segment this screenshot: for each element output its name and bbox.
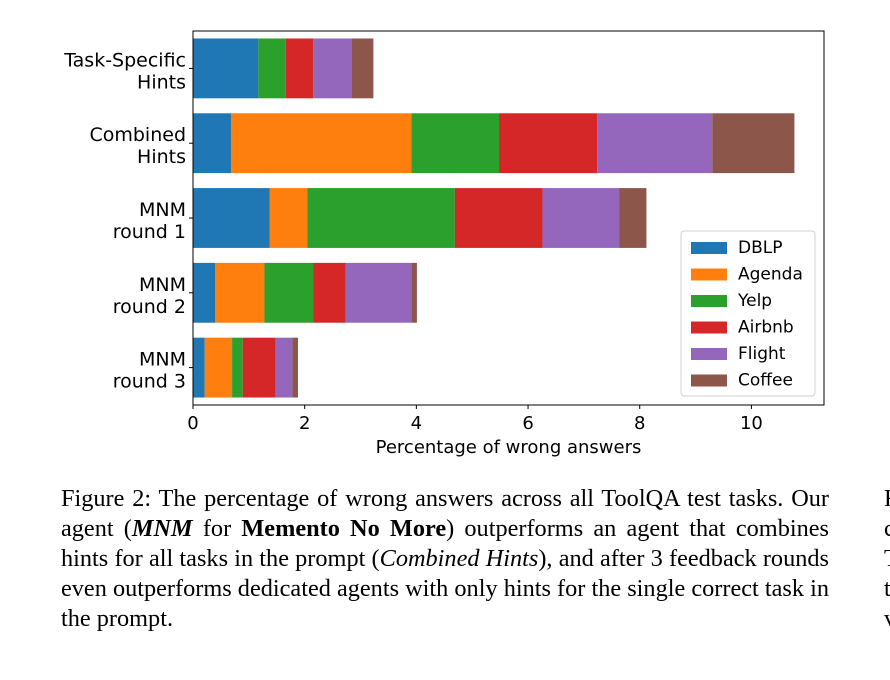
y-tick-label-1: Task-Specific Hints: [63, 49, 186, 93]
bar-flight-2: [597, 113, 713, 174]
x-tick-label-0: 0: [187, 413, 198, 434]
legend-label-yelp: Yelp: [737, 291, 772, 311]
bar-coffee-1: [351, 38, 374, 99]
right-col-line-5: v: [884, 604, 890, 634]
legend-swatch-dblp: [691, 242, 727, 254]
bar-coffee-5: [292, 337, 298, 398]
right-col-line-4: t: [884, 575, 890, 602]
right-col-line-1: F: [884, 484, 890, 514]
y-tick-label-4: MNM round 2: [113, 274, 186, 318]
legend-label-agenda: Agenda: [738, 265, 803, 285]
bar-flight-5: [275, 337, 293, 398]
bar-yelp-2: [411, 113, 500, 174]
right-col-line-3: T: [884, 544, 890, 574]
legend-swatch-agenda: [691, 268, 727, 281]
bar-airbnb-3: [454, 188, 543, 248]
caption-text-4: ), and after 3 feedback rounds even outp…: [61, 545, 829, 632]
bar-dblp-1: [193, 38, 259, 99]
caption-text-3: ) outperforms an agent that combines hin…: [61, 515, 829, 572]
caption-text-1: The percentage of wrong answers across a…: [61, 485, 829, 542]
bar-agenda-4: [215, 262, 265, 323]
y-tick-label-2: Combined Hints: [89, 124, 186, 168]
caption-memento: Memento No More: [241, 515, 447, 542]
caption-combined-hints: Combined Hints: [379, 545, 539, 572]
x-axis-label: Percentage of wrong answers: [376, 437, 642, 458]
bar-airbnb-4: [313, 262, 346, 323]
figure-label: Figure 2:: [61, 485, 152, 512]
bar-agenda-5: [204, 337, 233, 398]
legend-swatch-flight: [691, 348, 727, 360]
x-tick-label-6: 6: [522, 413, 533, 434]
caption-mnm: MNM: [131, 515, 193, 542]
x-tick-label-10: 10: [740, 413, 763, 434]
bar-agenda-2: [230, 113, 412, 174]
y-tick-label-5: MNM round 3: [113, 349, 186, 393]
legend-label-flight: Flight: [738, 344, 786, 364]
legend-label-airbnb: Airbnb: [738, 318, 794, 338]
x-tick-label-4: 4: [411, 413, 422, 434]
legend-label-coffee: Coffee: [738, 371, 793, 391]
y-tick-label-3: MNM round 1: [113, 199, 186, 243]
right-column-fragment: F c T t v: [884, 484, 890, 634]
caption-text-2: for: [192, 515, 242, 542]
right-col-line-2: c: [884, 515, 890, 542]
bar-dblp-2: [193, 113, 231, 174]
plot-frame: [192, 30, 825, 406]
bar-flight-4: [345, 262, 412, 323]
bar-yelp-4: [264, 262, 314, 323]
bar-coffee-2: [712, 113, 795, 174]
bar-flight-3: [542, 188, 620, 248]
bar-airbnb-1: [285, 38, 314, 99]
bar-airbnb-2: [499, 113, 598, 174]
bar-agenda-3: [269, 188, 308, 248]
bar-coffee-3: [619, 188, 647, 248]
bar-yelp-5: [232, 337, 243, 398]
x-tick-label-8: 8: [634, 413, 645, 434]
legend-swatch-coffee: [691, 374, 727, 387]
bar-yelp-1: [258, 38, 286, 99]
legend-swatch-yelp: [691, 295, 727, 307]
bar-airbnb-5: [242, 337, 276, 398]
bar-yelp-3: [307, 188, 455, 248]
stacked-bar-chart: Task-Specific Hints Combined Hints MNM round …: [63, 30, 825, 458]
x-tick-label-2: 2: [299, 413, 310, 434]
legend-swatch-airbnb: [691, 321, 727, 334]
bar-flight-1: [313, 38, 352, 99]
figure-caption: Figure 2: The percentage of wrong answer…: [61, 484, 829, 634]
bar-dblp-3: [193, 188, 270, 248]
bar-coffee-4: [411, 262, 417, 323]
bar-dblp-4: [193, 262, 216, 323]
legend-label-dblp: DBLP: [738, 238, 782, 258]
bar-dblp-5: [193, 337, 205, 398]
